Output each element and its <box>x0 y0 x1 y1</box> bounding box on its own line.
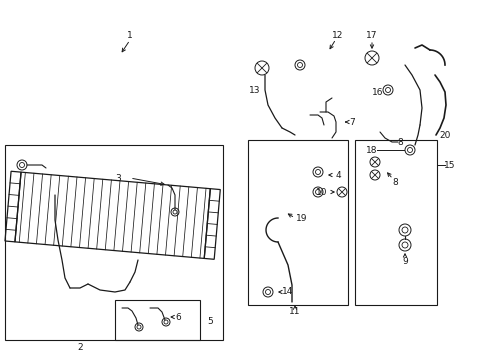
Text: 15: 15 <box>443 161 455 170</box>
Bar <box>354 140 436 305</box>
Text: 9: 9 <box>401 257 407 266</box>
Text: 2: 2 <box>77 343 82 352</box>
Text: 10: 10 <box>316 188 327 197</box>
Text: 5: 5 <box>207 318 212 327</box>
Bar <box>115 300 200 340</box>
Text: 1: 1 <box>127 31 133 40</box>
Text: 6: 6 <box>175 312 181 321</box>
Text: 12: 12 <box>332 31 343 40</box>
Text: 4: 4 <box>334 171 340 180</box>
Text: 14: 14 <box>282 288 293 297</box>
Text: 8: 8 <box>391 177 397 186</box>
Text: 3: 3 <box>115 174 121 183</box>
Text: 20: 20 <box>438 131 450 140</box>
Text: 8: 8 <box>396 138 402 147</box>
Text: 16: 16 <box>371 87 383 96</box>
Text: 19: 19 <box>296 213 307 222</box>
Text: 13: 13 <box>249 86 260 95</box>
Text: 17: 17 <box>366 31 377 40</box>
Text: 11: 11 <box>289 307 300 316</box>
Bar <box>247 140 347 305</box>
Bar <box>5 145 223 340</box>
Text: 18: 18 <box>366 145 377 154</box>
Text: 7: 7 <box>348 117 354 126</box>
